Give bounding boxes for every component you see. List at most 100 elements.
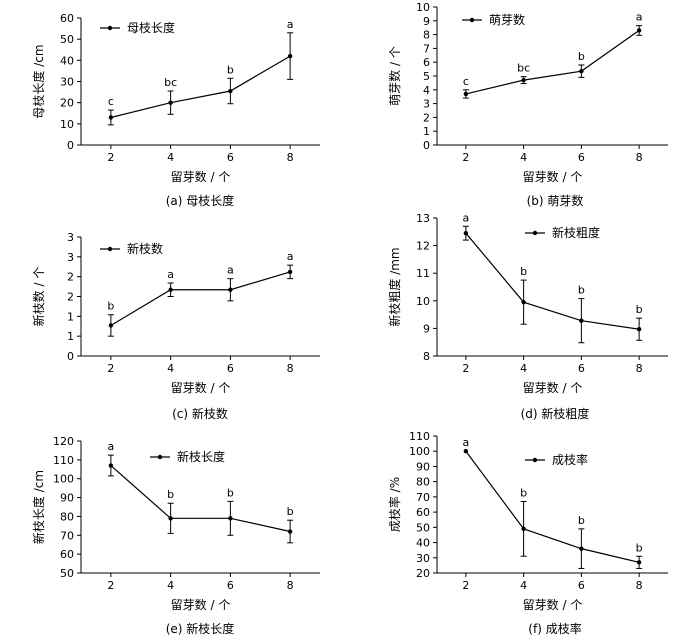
significance-letter: b [227,486,234,499]
data-point [636,327,642,332]
y-tick-label: 120 [53,435,74,448]
data-point [579,546,584,551]
panel-caption: (c) 新枝数 [172,406,228,421]
significance-letter: bc [164,76,177,89]
y-tick-label: 100 [409,445,430,458]
x-tick-label: 2 [107,151,114,164]
chart-panel-6: 20 30 40 50 60 70 80 90 100 110 2 4 6 8 留芽数 / 个 成枝率 /% (… [387,430,668,636]
y-tick-label: 40 [60,54,74,67]
x-tick-label: 6 [227,362,234,375]
y-tick-label: 8 [423,350,430,363]
chart-panel-4: 8 9 10 11 12 13 2 4 6 8 留芽数 / 个 新枝粗度 /mm (d) 新枝粗度 新枝粗… [387,211,668,421]
y-tick-label: 7 [423,42,430,55]
x-tick-label: 8 [287,151,294,164]
x-axis-title: 留芽数 / 个 [523,597,583,612]
y-tick-label: 2 [423,111,430,124]
y-tick-label: 60 [416,506,430,519]
x-tick-label: 6 [227,151,234,164]
x-tick-label: 4 [520,579,527,592]
panel-caption: (e) 新枝长度 [166,621,235,636]
x-tick-label: 4 [520,362,527,375]
y-tick-label: 6 [423,56,430,69]
significance-letter: a [636,11,643,24]
y-tick-label: 1 [423,125,430,138]
legend-label: 母枝长度 [127,20,175,35]
x-tick-label: 4 [167,579,174,592]
significance-letter: b [287,505,294,518]
x-tick-label: 8 [636,362,643,375]
significance-letter: c [463,75,469,88]
data-point [579,68,584,74]
data-point [228,516,233,521]
legend-label: 新枝数 [127,241,163,256]
significance-letter: a [227,264,234,277]
x-tick-label: 8 [636,151,643,164]
series-line [465,450,640,563]
data-point [168,287,173,292]
significance-letter: a [287,18,294,31]
legend-marker [532,457,538,463]
y-tick-label: 40 [416,537,430,550]
y-axis-title: 新枝长度 /cm [31,470,46,544]
y-tick-label: 70 [416,491,430,504]
y-axis-title: 萌芽数 / 个 [387,46,402,106]
data-point [228,88,233,94]
series-line [465,232,640,330]
y-tick-label: 30 [60,76,74,89]
y-tick-label: 3 [67,231,74,244]
data-point [287,53,293,59]
significance-letter: b [520,486,527,499]
data-point [168,100,173,105]
panel-caption: (a) 母枝长度 [166,193,235,208]
legend-marker [107,25,113,31]
y-tick-label: 3 [67,251,74,264]
series-line [465,29,640,95]
x-tick-label: 4 [167,362,174,375]
y-axis-title: 母枝长度 /cm [31,44,46,118]
y-tick-label: 100 [53,473,74,486]
significance-letter: a [167,268,174,281]
data-point [463,230,469,236]
data-point [521,77,526,83]
y-tick-label: 110 [409,430,430,443]
y-axis-title: 成枝率 /% [387,477,402,532]
y-tick-label: 1 [67,330,74,343]
y-tick-label: 60 [60,548,74,561]
y-axis-title: 新枝数 / 个 [31,267,46,327]
chart-panel-5: 50 60 70 80 90 100 110 120 2 4 6 8 留芽数 / 个 新枝长度 /cm (e… [31,435,320,636]
y-tick-label: 80 [416,476,430,489]
x-tick-label: 6 [578,579,585,592]
x-tick-label: 2 [107,362,114,375]
significance-letter: bc [517,62,530,75]
significance-letter: b [636,541,643,554]
y-tick-label: 8 [423,29,430,42]
y-tick-label: 70 [60,529,74,542]
panel-caption: (f) 成枝率 [528,621,581,636]
legend-label: 新枝粗度 [552,225,600,240]
data-point [287,529,293,534]
data-point [463,449,469,454]
data-point [108,115,114,120]
y-tick-label: 90 [60,492,74,505]
x-tick-label: 4 [520,151,527,164]
y-tick-label: 50 [60,33,74,46]
legend-marker [532,230,538,236]
significance-letter: a [463,211,470,224]
data-point [636,560,642,565]
y-tick-label: 2 [67,271,74,284]
y-tick-label: 20 [416,567,430,580]
data-point [521,526,526,532]
data-point [228,287,233,292]
y-tick-label: 90 [416,460,430,473]
significance-letter: a [287,250,294,263]
y-tick-label: 0 [423,139,430,152]
y-tick-label: 10 [60,118,74,131]
significance-letter: b [578,50,585,63]
y-tick-label: 13 [416,212,430,225]
data-point [108,463,114,468]
x-tick-label: 8 [287,362,294,375]
x-tick-label: 6 [578,362,585,375]
x-axis-title: 留芽数 / 个 [171,597,231,612]
